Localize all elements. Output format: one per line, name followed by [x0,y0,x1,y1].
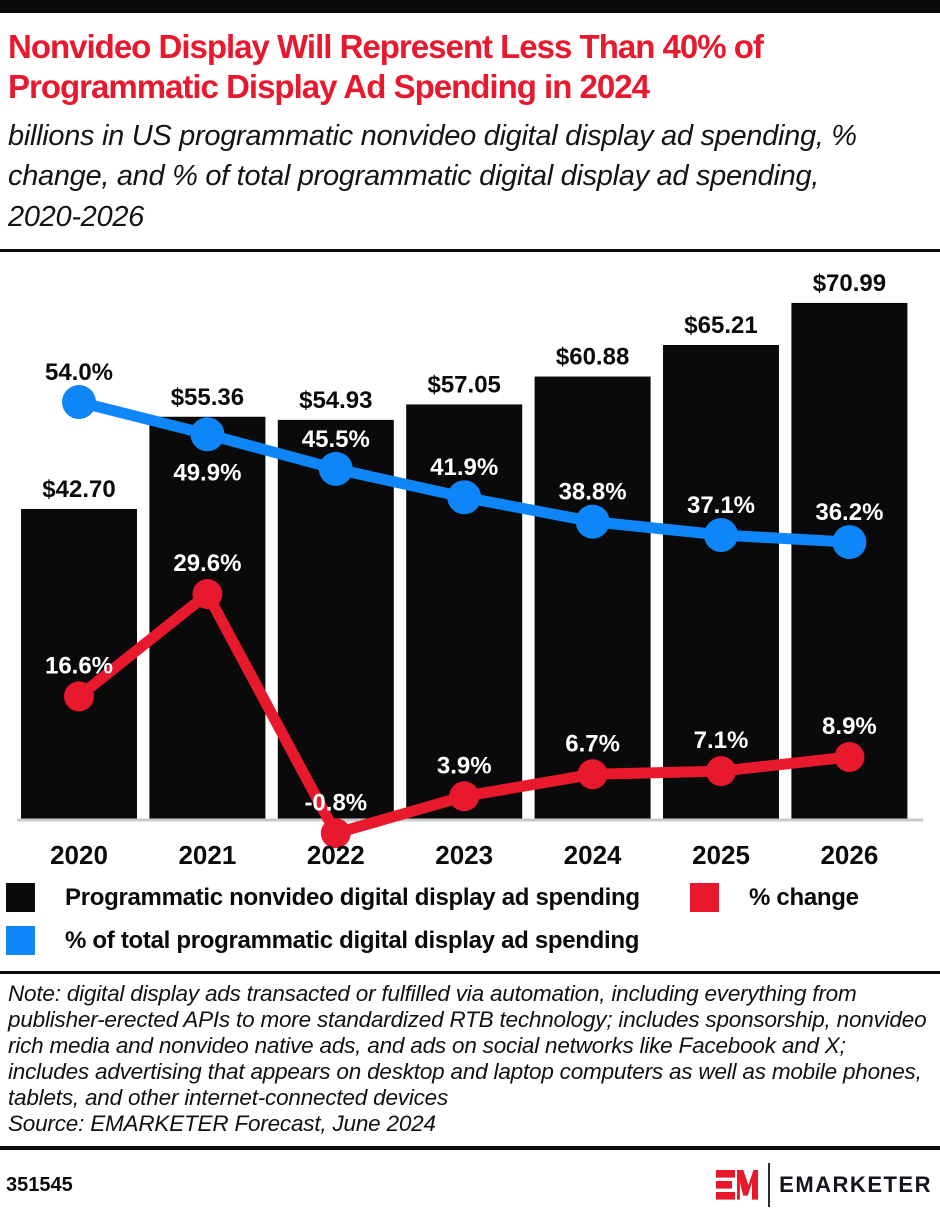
chart: $42.70 $55.36 $54.93 $57.05 $60.88 $65.21 $70.… [0,252,940,877]
pct-change-label: 3.9% [437,753,492,780]
pct-of-total-label: 38.8% [559,479,627,506]
x-axis-label: 2025 [692,840,750,870]
point-pct-change [449,781,480,812]
point-pct-of-total [832,525,867,560]
point-pct-change [706,756,736,787]
legend-label: % change [749,883,859,911]
legend-item-pct-of-total: % of total programmatic digital display … [6,926,640,956]
bar-value-label: $57.05 [427,372,500,399]
point-pct-of-total [190,417,225,452]
x-axis-label: 2020 [50,840,108,870]
point-pct-change [577,759,608,790]
bar-2024 [534,376,651,821]
bar-value-label: $42.70 [42,476,115,503]
note-text: Note: digital display ads transacted or … [8,981,927,1111]
pct-of-total-label: 54.0% [45,359,113,386]
pct-of-total-label: 49.9% [173,460,241,487]
chart-id: 351545 [6,1173,73,1196]
pct-change-label: 16.6% [45,653,113,680]
bar-2026 [791,303,908,821]
x-axis-label: 2026 [820,840,878,870]
point-pct-of-total [704,518,738,553]
point-pct-change [64,681,94,712]
point-pct-of-total [318,452,353,487]
bar-value-label: $65.21 [684,312,757,339]
brand-wordmark: EMARKETER [779,1172,932,1198]
pct-of-total-label: 36.2% [815,499,883,526]
legend-swatch-black [6,883,35,913]
bar-value-label: $70.99 [813,270,886,297]
legend-item-pct-change: % change [690,883,859,913]
legend-row-1: Programmatic nonvideo digital display ad… [6,883,934,913]
chart-svg: $42.70 $55.36 $54.93 $57.05 $60.88 $65.21 $70.… [17,270,923,870]
footer: 351545 EMARKETER [0,1150,940,1221]
legend-label: Programmatic nonvideo digital display ad… [65,883,640,911]
emarketer-logo: EMARKETER [716,1163,932,1208]
pct-change-label: 8.9% [822,713,877,740]
logo-divider [768,1163,771,1208]
x-axis-label: 2021 [178,840,236,870]
emarketer-logo-mark [716,1170,759,1200]
legend-swatch-red [690,883,719,913]
point-pct-change [192,579,223,610]
pct-of-total-label: 37.1% [687,492,755,519]
bar-2025 [663,345,779,821]
note-block: Note: digital display ads transacted or … [0,971,940,1151]
bar-value-label: $60.88 [556,344,629,371]
pct-change-label: 6.7% [565,731,620,758]
x-axis-label: 2023 [435,840,493,870]
chart-subtitle: billions in US programmatic nonvideo dig… [8,119,857,233]
point-pct-change [320,818,351,849]
bar-value-label: $54.93 [299,387,372,414]
point-pct-of-total [447,480,482,515]
legend-label: % of total programmatic digital display … [65,926,640,954]
point-pct-change [834,742,865,773]
legend-swatch-blue [6,926,35,956]
legend: Programmatic nonvideo digital display ad… [6,883,934,956]
source-text: Source: EMARKETER Forecast, June 2024 [8,1111,436,1137]
pct-change-label: 29.6% [173,550,241,577]
x-axis-label: 2022 [307,840,365,870]
point-pct-of-total [62,385,96,420]
point-pct-of-total [575,504,610,539]
legend-row-2: % of total programmatic digital display … [6,926,934,956]
top-bar [0,0,940,13]
pct-change-label: -0.8% [304,790,367,817]
page-title: Nonvideo Display Will Represent Less Tha… [8,28,764,106]
bar-2023 [406,404,523,821]
pct-of-total-label: 45.5% [302,426,370,453]
header-divider [0,249,940,253]
x-axis-label: 2024 [564,840,622,870]
pct-change-label: 7.1% [694,727,749,754]
legend-item-bar-spending: Programmatic nonvideo digital display ad… [6,883,690,913]
bar-value-label: $55.36 [171,384,244,411]
pct-of-total-label: 41.9% [430,455,498,482]
